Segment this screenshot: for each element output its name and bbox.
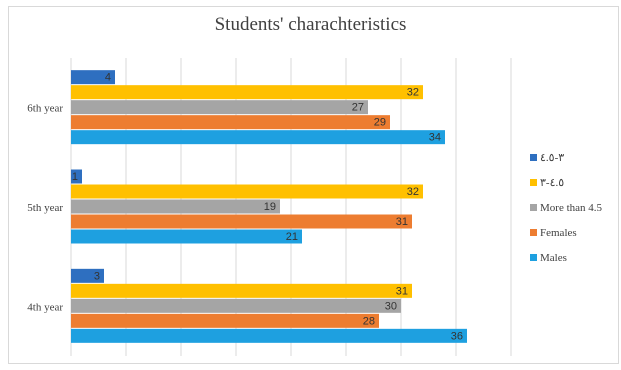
bar [71, 199, 280, 214]
data-label: 29 [374, 117, 386, 129]
bar [71, 130, 445, 145]
data-label: 19 [264, 201, 276, 213]
data-label: 28 [363, 315, 375, 327]
bar [71, 70, 115, 85]
data-label: 1 [72, 171, 78, 183]
data-label: 32 [407, 186, 419, 198]
category-label: 5th year [27, 202, 63, 214]
legend-label: More than 4.5 [540, 202, 603, 214]
data-label: 34 [429, 132, 441, 144]
data-label: 4 [105, 72, 111, 84]
data-label: 27 [352, 102, 364, 114]
data-label: 3 [94, 270, 100, 282]
legend-label: ٣-٤.٥ [540, 152, 564, 164]
legend-swatch [530, 254, 537, 261]
bar [71, 115, 390, 130]
legend-swatch [530, 179, 537, 186]
bar [71, 283, 412, 298]
legend-label: Females [540, 227, 577, 239]
legend-label: Males [540, 252, 567, 264]
bar [71, 268, 104, 283]
bar [71, 184, 423, 199]
data-label: 21 [286, 231, 298, 243]
data-label: 30 [385, 300, 397, 312]
bar [71, 85, 423, 100]
category-label: 6th year [27, 103, 63, 115]
bar [71, 313, 379, 328]
bar [71, 328, 467, 343]
legend-swatch [530, 154, 537, 161]
legend-swatch [530, 229, 537, 236]
legend-swatch [530, 204, 537, 211]
bar [71, 169, 82, 184]
bar [71, 229, 302, 244]
data-label: 36 [451, 330, 463, 342]
legend-label: ٤.٥-٣ [540, 177, 564, 189]
data-label: 31 [396, 285, 408, 297]
chart-title: Students' charachteristics [214, 14, 407, 35]
bar [71, 214, 412, 229]
data-label: 31 [396, 216, 408, 228]
data-label: 32 [407, 87, 419, 99]
bar [71, 298, 401, 313]
bar [71, 100, 368, 115]
category-label: 4th year [27, 301, 63, 313]
